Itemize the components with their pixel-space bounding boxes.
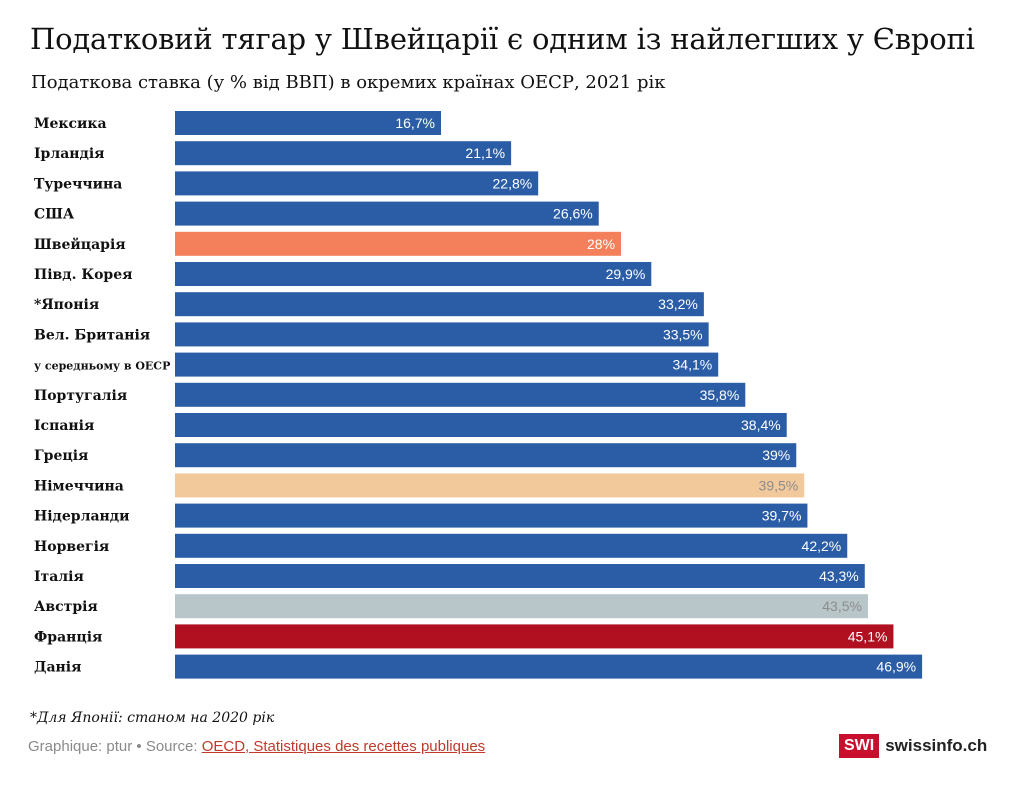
footnote: *Для Японії: станом на 2020 рік bbox=[30, 710, 275, 726]
category-label: Данія bbox=[34, 660, 81, 676]
bar-17 bbox=[175, 624, 894, 649]
category-label: Мексика bbox=[34, 116, 107, 132]
bar-5 bbox=[175, 262, 652, 286]
source-link[interactable]: OECD, Statistiques des recettes publique… bbox=[201, 738, 486, 755]
value-label: 22,8% bbox=[493, 175, 533, 191]
category-label: Франція bbox=[34, 629, 102, 645]
bar-1 bbox=[175, 141, 512, 166]
value-label: 33,2% bbox=[658, 296, 698, 312]
bar-4 bbox=[175, 231, 622, 256]
value-label: 43,5% bbox=[822, 598, 862, 614]
bar-12 bbox=[175, 473, 805, 498]
category-label: *Японія bbox=[34, 297, 99, 313]
bar-14 bbox=[175, 533, 848, 558]
bar-18 bbox=[175, 654, 923, 679]
category-label: у середньому в ОЕСР bbox=[34, 360, 170, 373]
bar-11 bbox=[175, 443, 797, 468]
value-label: 39,5% bbox=[759, 477, 799, 493]
value-label: 45,1% bbox=[848, 628, 888, 644]
value-label: 21,1% bbox=[465, 145, 505, 161]
value-label: 35,8% bbox=[700, 387, 740, 403]
category-label: Туреччина bbox=[34, 176, 122, 192]
category-label: Португалія bbox=[34, 388, 127, 404]
value-label: 26,6% bbox=[553, 206, 593, 222]
value-label: 16,7% bbox=[395, 115, 435, 131]
bar-10 bbox=[175, 413, 787, 437]
value-label: 34,1% bbox=[673, 357, 713, 373]
value-label: 28% bbox=[587, 236, 615, 252]
logo-wordmark: swissinfo.ch bbox=[885, 736, 988, 755]
value-label: 46,9% bbox=[876, 659, 916, 675]
swi-logo-box: SWI bbox=[839, 734, 880, 758]
bar-13 bbox=[175, 503, 808, 528]
category-label: Італія bbox=[34, 569, 84, 585]
bar-8 bbox=[175, 352, 719, 377]
source-credit: Graphique: ptur • Source: OECD, Statisti… bbox=[28, 738, 485, 755]
value-label: 39,7% bbox=[762, 508, 802, 524]
category-label: Іспанія bbox=[34, 418, 94, 434]
bar-2 bbox=[175, 171, 539, 196]
chart-title: Податковий тягар у Швейцарії є одним із … bbox=[30, 22, 975, 56]
value-label: 33,5% bbox=[663, 326, 703, 342]
bar-15 bbox=[175, 564, 865, 588]
bar-7 bbox=[175, 322, 709, 347]
category-label: Австрія bbox=[34, 599, 98, 615]
category-label: Німеччина bbox=[34, 478, 124, 494]
value-label: 43,3% bbox=[819, 568, 859, 584]
bar-16 bbox=[175, 594, 868, 619]
category-label: Ірландія bbox=[34, 146, 105, 162]
category-label: Півд. Корея bbox=[34, 267, 132, 283]
swissinfo-logo[interactable]: SWI swissinfo.ch bbox=[839, 734, 987, 758]
category-label: Нідерланди bbox=[34, 509, 129, 525]
category-label: Греція bbox=[34, 448, 88, 464]
category-label: Норвегія bbox=[34, 539, 109, 555]
bar-3 bbox=[175, 201, 599, 226]
value-label: 29,9% bbox=[606, 266, 646, 282]
value-label: 38,4% bbox=[741, 417, 781, 433]
category-label: Швейцарія bbox=[34, 236, 126, 253]
category-label: Вел. Британія bbox=[34, 327, 150, 343]
bar-6 bbox=[175, 292, 704, 317]
category-label: США bbox=[34, 207, 75, 223]
value-label: 42,2% bbox=[802, 538, 842, 554]
bar-0 bbox=[175, 111, 442, 135]
credit-prefix: Graphique: ptur • Source: bbox=[28, 738, 202, 755]
bar-9 bbox=[175, 382, 746, 407]
chart-subtitle: Податкова ставка (у % від ВВП) в окремих… bbox=[31, 72, 666, 93]
value-label: 39% bbox=[762, 447, 790, 463]
